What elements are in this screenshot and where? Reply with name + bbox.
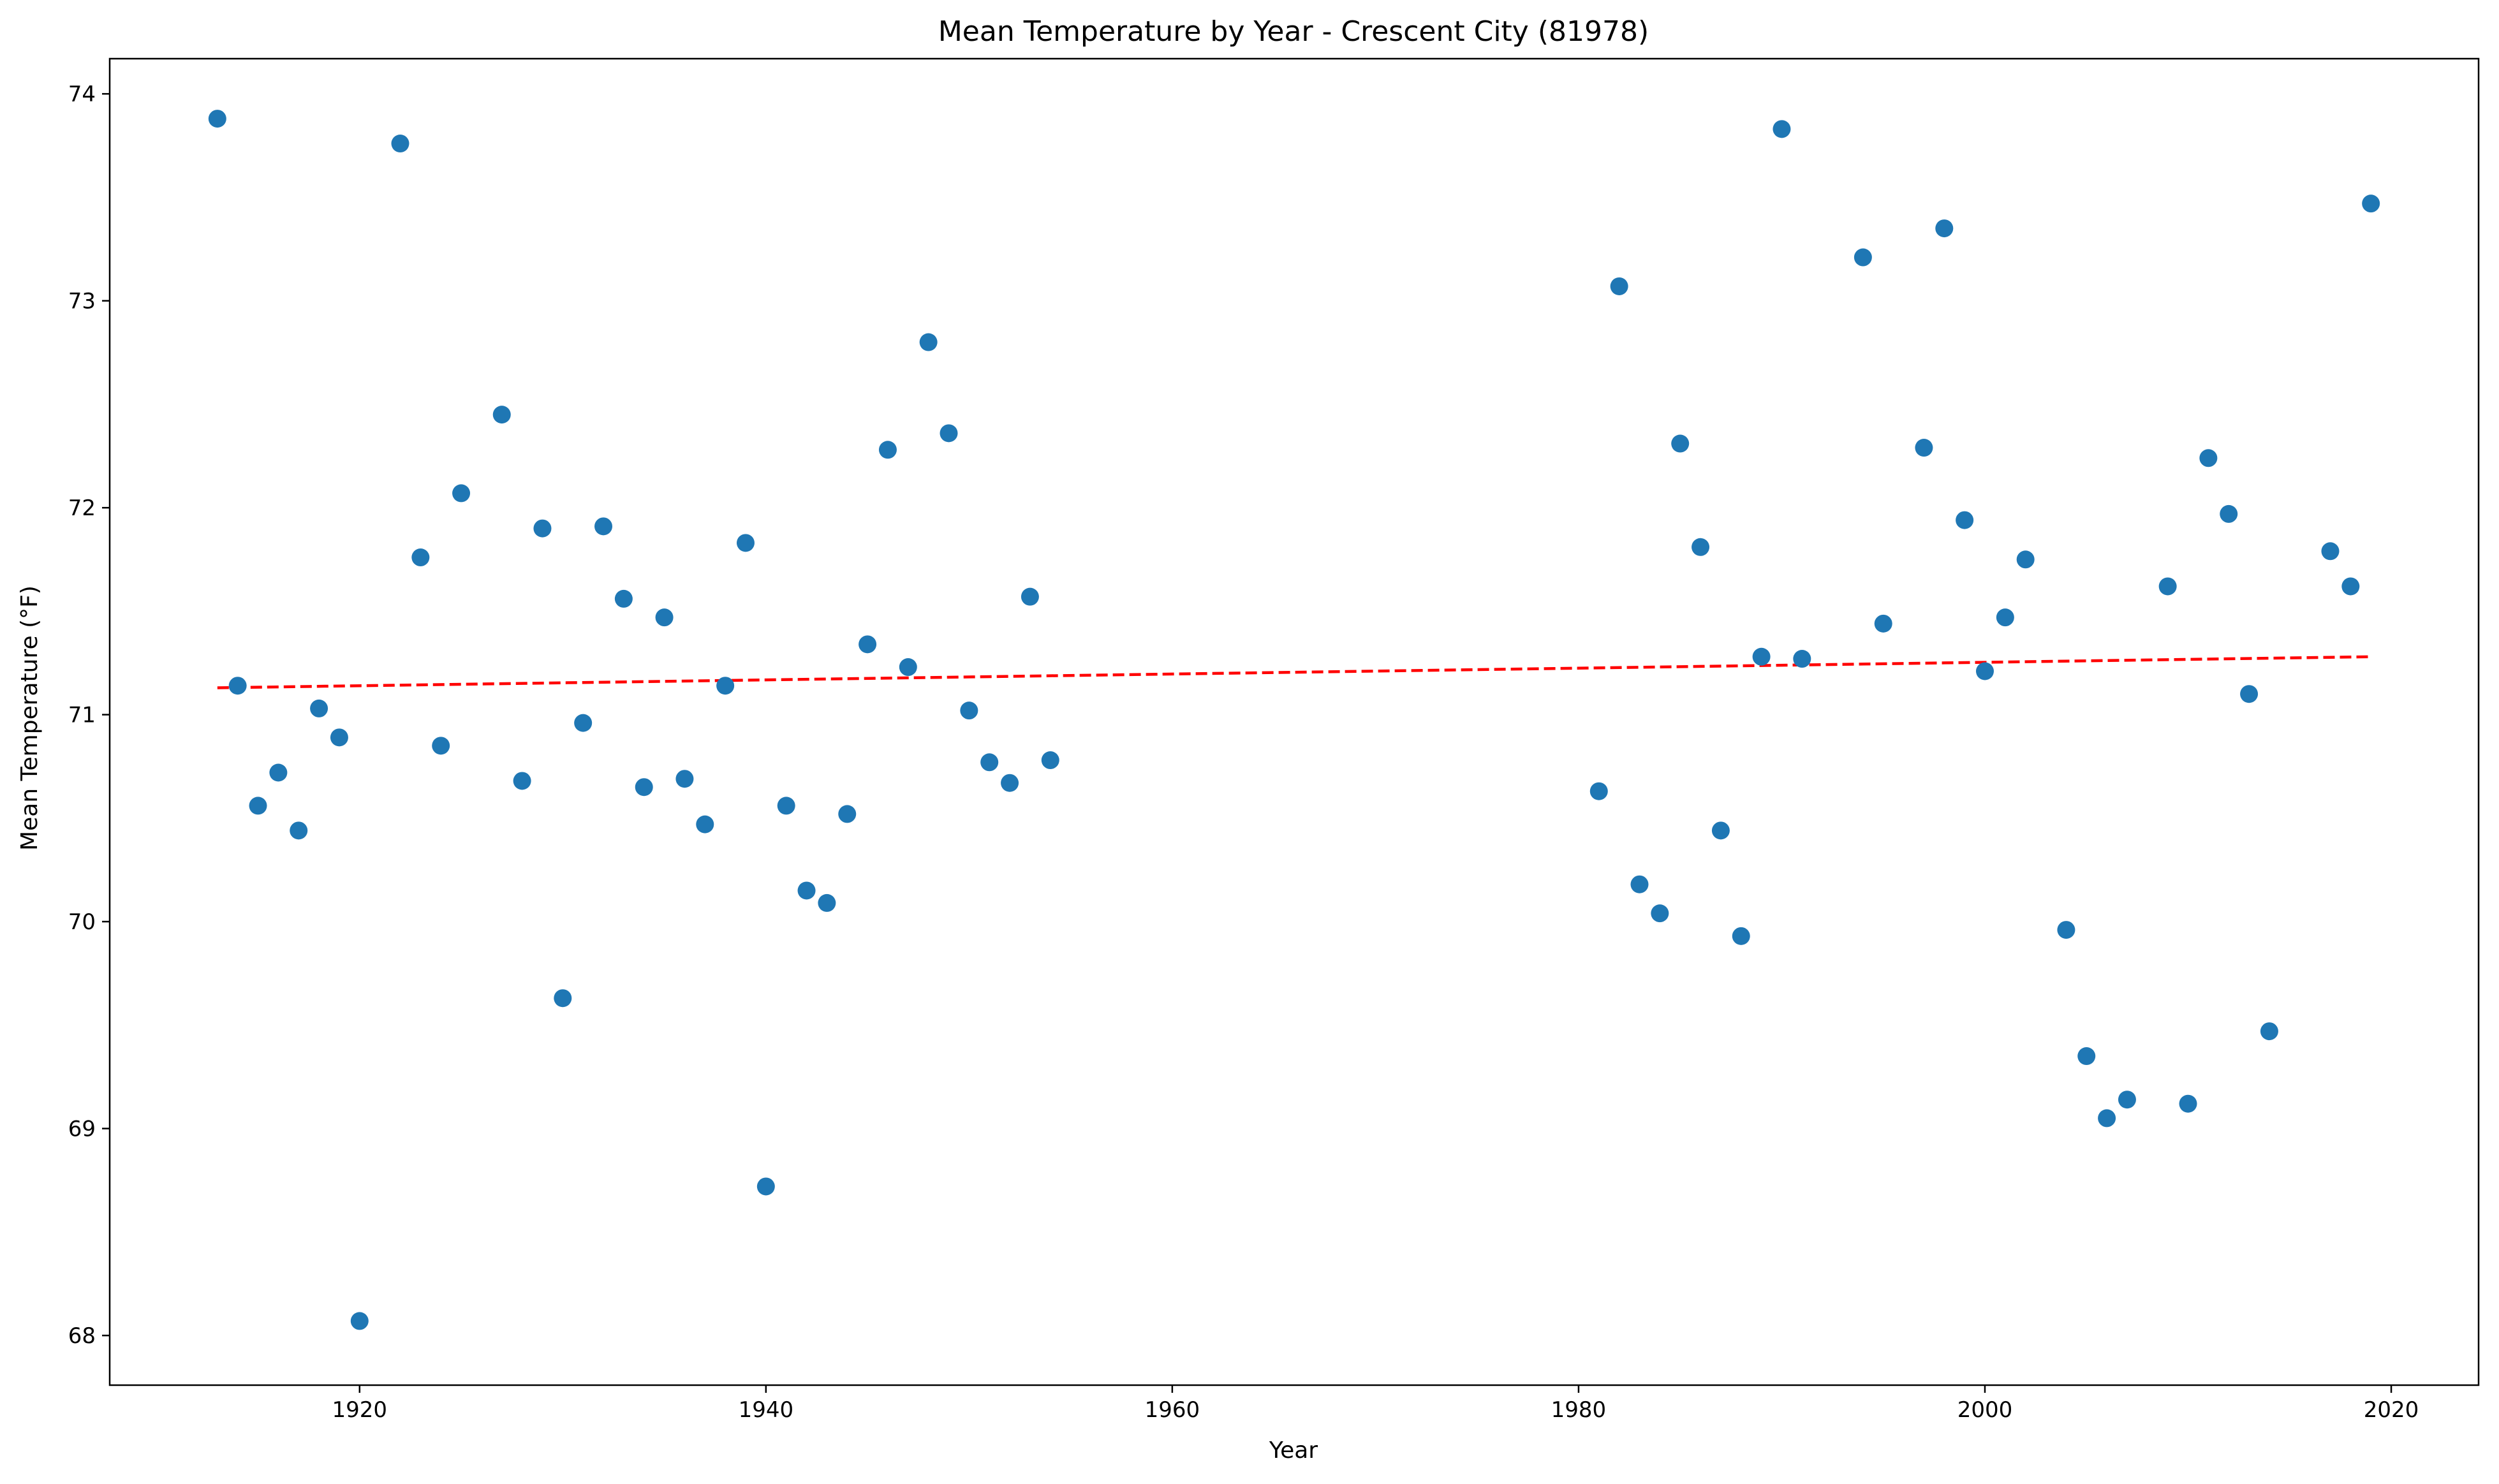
x-tick-label-1940: 1940 — [739, 1397, 794, 1423]
data-point-1981 — [1589, 782, 1608, 800]
y-tick-label-74: 74 — [68, 82, 96, 107]
data-points-layer — [208, 110, 2380, 1330]
data-point-1938 — [716, 677, 735, 695]
data-point-1998 — [1935, 219, 1954, 238]
data-point-2001 — [1996, 608, 2014, 627]
data-point-2011 — [2199, 449, 2218, 467]
data-point-2012 — [2220, 504, 2238, 523]
data-point-1914 — [228, 677, 247, 695]
data-point-1923 — [411, 548, 430, 567]
y-tick-label-70: 70 — [68, 909, 96, 935]
data-point-2013 — [2240, 685, 2259, 703]
axes-layer: 1920 1940 1960 1980 2000 2020 68 69 70 71 72 73 74 — [68, 57, 2480, 1423]
data-point-1941 — [777, 797, 795, 815]
data-point-1924 — [432, 737, 450, 755]
data-point-1988 — [1732, 927, 1750, 945]
data-point-2009 — [2158, 577, 2177, 596]
x-tick-label-1920: 1920 — [332, 1397, 388, 1423]
data-point-1932 — [594, 517, 613, 536]
data-point-1950 — [960, 702, 978, 720]
y-tick-label-68: 68 — [68, 1323, 96, 1349]
data-point-1947 — [899, 658, 917, 677]
data-point-1984 — [1651, 904, 1669, 923]
data-point-1948 — [919, 333, 938, 351]
y-axis-label: Mean Temperature (°F) — [17, 585, 43, 851]
data-point-2014 — [2260, 1022, 2278, 1041]
data-point-2002 — [2016, 550, 2035, 569]
data-point-2005 — [2077, 1047, 2096, 1066]
data-point-1982 — [1610, 277, 1628, 295]
data-point-1999 — [1956, 511, 1974, 529]
data-point-1931 — [574, 714, 593, 732]
data-point-1934 — [635, 778, 653, 797]
data-point-1954 — [1041, 751, 1059, 770]
chart-title: Mean Temperature by Year - Crescent City… — [938, 15, 1649, 48]
data-point-1942 — [797, 881, 816, 900]
data-point-1994 — [1854, 248, 1872, 267]
data-point-1919 — [330, 728, 348, 747]
x-axis-label: Year — [1269, 1437, 1318, 1464]
y-tick-label-69: 69 — [68, 1117, 96, 1142]
x-tick-label-1960: 1960 — [1145, 1397, 1200, 1423]
trend-line — [217, 655, 2371, 689]
y-tick-label-71: 71 — [68, 703, 96, 728]
x-tick-label-2020: 2020 — [2364, 1397, 2419, 1423]
data-point-1940 — [756, 1177, 775, 1196]
y-tick-label-72: 72 — [68, 496, 96, 521]
data-point-1991 — [1793, 650, 1811, 668]
data-point-1997 — [1915, 439, 1933, 457]
data-point-1990 — [1773, 120, 1791, 138]
data-point-1987 — [1711, 821, 1730, 840]
data-point-1933 — [614, 589, 633, 608]
data-point-1989 — [1752, 647, 1771, 666]
data-point-2007 — [2118, 1091, 2136, 1109]
data-point-1915 — [249, 797, 267, 815]
data-point-1939 — [736, 534, 755, 552]
y-tick-label-73: 73 — [68, 289, 96, 314]
data-point-1930 — [554, 989, 572, 1008]
data-point-1920 — [350, 1312, 369, 1330]
data-point-1949 — [940, 424, 958, 443]
data-point-1918 — [310, 699, 328, 717]
data-point-2018 — [2341, 577, 2360, 596]
data-point-2004 — [2057, 921, 2075, 939]
trendline-layer — [217, 655, 2371, 689]
data-point-1945 — [859, 635, 877, 654]
data-point-1985 — [1671, 434, 1690, 453]
data-point-2019 — [2362, 195, 2380, 213]
data-point-1946 — [878, 441, 897, 459]
x-tick-label-2000: 2000 — [1957, 1397, 2013, 1423]
data-point-1916 — [269, 763, 288, 782]
data-point-1935 — [655, 608, 674, 627]
data-point-1917 — [290, 821, 308, 840]
data-point-1986 — [1692, 538, 1710, 556]
data-point-1951 — [980, 753, 999, 772]
data-point-1922 — [391, 135, 409, 153]
data-point-1952 — [1001, 774, 1019, 792]
data-point-1925 — [452, 484, 471, 503]
data-point-2017 — [2321, 542, 2340, 561]
data-point-1943 — [818, 893, 836, 912]
data-point-1995 — [1874, 614, 1892, 633]
data-point-1936 — [675, 770, 694, 788]
data-point-1983 — [1630, 875, 1649, 893]
data-point-1928 — [513, 772, 531, 790]
data-point-2000 — [1975, 662, 1994, 680]
data-point-1927 — [492, 406, 511, 424]
data-point-1937 — [696, 815, 714, 834]
data-point-1953 — [1021, 587, 1039, 606]
data-point-1944 — [838, 805, 857, 823]
data-point-1929 — [533, 519, 552, 538]
data-point-1913 — [208, 110, 226, 128]
plot-frame — [108, 57, 2480, 1386]
data-point-2006 — [2098, 1109, 2116, 1128]
x-tick-label-1980: 1980 — [1551, 1397, 1607, 1423]
data-point-2010 — [2179, 1094, 2197, 1113]
